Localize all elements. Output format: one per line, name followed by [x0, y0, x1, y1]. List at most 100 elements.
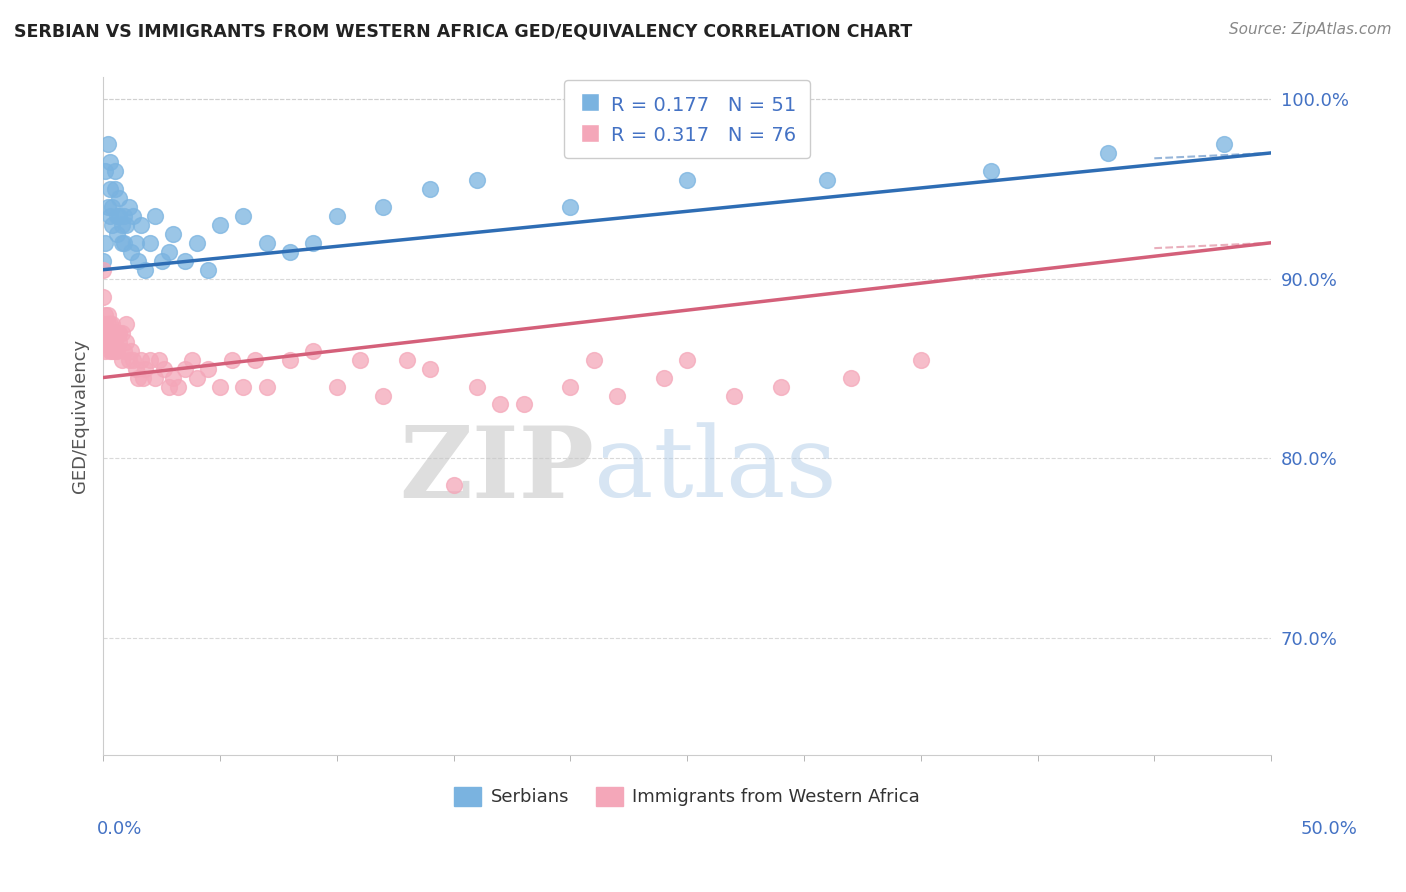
Point	[101, 218, 124, 232]
Point	[108, 334, 131, 349]
Point	[105, 227, 128, 241]
Point	[112, 209, 135, 223]
Point	[94, 308, 117, 322]
Point	[94, 334, 117, 349]
Point	[105, 209, 128, 223]
Point	[129, 352, 152, 367]
Point	[125, 361, 148, 376]
Point	[197, 262, 219, 277]
Point	[153, 361, 176, 376]
Point	[325, 379, 347, 393]
Point	[111, 235, 134, 250]
Point	[112, 235, 135, 250]
Point	[115, 334, 138, 349]
Text: 0.0%: 0.0%	[97, 820, 142, 838]
Point	[94, 317, 117, 331]
Point	[98, 155, 121, 169]
Point	[197, 361, 219, 376]
Point	[582, 352, 605, 367]
Point	[143, 370, 166, 384]
Point	[104, 326, 127, 340]
Text: atlas: atlas	[593, 423, 837, 518]
Text: ZIP: ZIP	[399, 422, 593, 519]
Point	[173, 361, 195, 376]
Point	[98, 326, 121, 340]
Point	[108, 209, 131, 223]
Point	[815, 173, 838, 187]
Point	[111, 326, 134, 340]
Point	[98, 209, 121, 223]
Point	[150, 253, 173, 268]
Point	[139, 235, 162, 250]
Point	[278, 244, 301, 259]
Point	[122, 209, 145, 223]
Point	[122, 352, 145, 367]
Point	[186, 235, 208, 250]
Point	[98, 182, 121, 196]
Text: SERBIAN VS IMMIGRANTS FROM WESTERN AFRICA GED/EQUIVALENCY CORRELATION CHART: SERBIAN VS IMMIGRANTS FROM WESTERN AFRIC…	[14, 22, 912, 40]
Text: Source: ZipAtlas.com: Source: ZipAtlas.com	[1229, 22, 1392, 37]
Point	[118, 200, 141, 214]
Point	[125, 235, 148, 250]
Point	[94, 326, 117, 340]
Point	[208, 379, 231, 393]
Point	[208, 218, 231, 232]
Y-axis label: GED/Equivalency: GED/Equivalency	[72, 339, 89, 493]
Point	[115, 317, 138, 331]
Point	[97, 136, 120, 151]
Point	[120, 244, 142, 259]
Point	[157, 244, 180, 259]
Point	[98, 317, 121, 331]
Point	[162, 227, 184, 241]
Point	[489, 397, 512, 411]
Point	[111, 352, 134, 367]
Point	[143, 209, 166, 223]
Point	[676, 352, 699, 367]
Point	[127, 370, 149, 384]
Point	[112, 343, 135, 358]
Point	[232, 379, 254, 393]
Point	[139, 352, 162, 367]
Point	[91, 253, 114, 268]
Point	[419, 361, 441, 376]
Point	[101, 334, 124, 349]
Point	[180, 352, 202, 367]
Point	[302, 343, 325, 358]
Point	[115, 218, 138, 232]
Point	[129, 218, 152, 232]
Point	[162, 370, 184, 384]
Point	[134, 361, 156, 376]
Point	[256, 235, 278, 250]
Point	[108, 191, 131, 205]
Legend: Serbians, Immigrants from Western Africa: Serbians, Immigrants from Western Africa	[447, 780, 927, 814]
Point	[120, 343, 142, 358]
Point	[1097, 145, 1119, 160]
Point	[108, 326, 131, 340]
Point	[325, 209, 347, 223]
Point	[723, 388, 745, 402]
Point	[349, 352, 371, 367]
Point	[373, 200, 395, 214]
Point	[101, 200, 124, 214]
Point	[839, 370, 862, 384]
Point	[652, 370, 675, 384]
Point	[173, 253, 195, 268]
Point	[104, 334, 127, 349]
Point	[465, 173, 488, 187]
Point	[232, 209, 254, 223]
Point	[105, 326, 128, 340]
Point	[104, 343, 127, 358]
Point	[101, 326, 124, 340]
Point	[443, 478, 465, 492]
Point	[98, 343, 121, 358]
Point	[111, 218, 134, 232]
Point	[97, 334, 120, 349]
Point	[395, 352, 418, 367]
Point	[91, 290, 114, 304]
Point	[132, 370, 155, 384]
Point	[148, 352, 170, 367]
Point	[465, 379, 488, 393]
Point	[97, 308, 120, 322]
Point	[94, 164, 117, 178]
Point	[980, 164, 1002, 178]
